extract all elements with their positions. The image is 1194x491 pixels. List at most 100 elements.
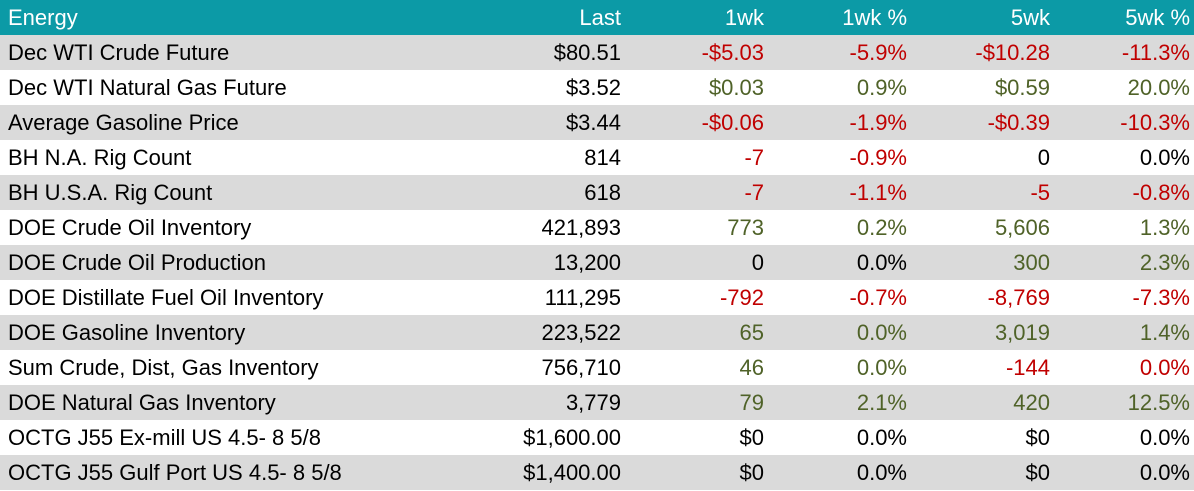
cell-5wk: -$10.28 [975,39,1050,65]
table-row: DOE Natural Gas Inventory 3,779 79 2.1% 420 1… [0,385,1194,420]
table-row: Sum Crude, Dist, Gas Inventory 756,710 46 0… [0,350,1194,385]
cell-last: $1,400.00 [523,459,621,485]
cell-1wk: -$5.03 [701,39,764,65]
cell-5wk: $0 [1025,459,1050,485]
cell-last: $80.51 [553,39,621,65]
cell-5wk-pct: 1.4% [1139,319,1190,345]
table-row: Dec WTI Crude Future $80.51 -$5.03 -5.9% -$1… [0,35,1194,70]
cell-1wk-pct: 0.0% [856,424,907,450]
cell-1wk: $0.03 [708,74,764,100]
cell-1wk-pct: -0.9% [849,144,907,170]
table-row: Average Gasoline Price $3.44 -$0.06 -1.9% -$… [0,105,1194,140]
table-row: DOE Crude Oil Production 13,200 0 0.0% 300 2.… [0,245,1194,280]
cell-1wk: 0 [751,249,764,275]
cell-last: 421,893 [541,214,621,240]
cell-last: 618 [584,179,621,205]
cell-1wk-pct: -1.1% [849,179,907,205]
cell-name: DOE Natural Gas Inventory [8,389,276,415]
cell-name: Dec WTI Crude Future [8,39,230,65]
cell-last: 756,710 [541,354,621,380]
cell-5wk: 5,606 [994,214,1050,240]
cell-5wk-pct: 0.0% [1139,424,1190,450]
header-5wk-pct: 5wk % [1125,4,1190,30]
cell-1wk-pct: -0.7% [849,284,907,310]
cell-1wk-pct: -5.9% [849,39,907,65]
cell-5wk: -$0.39 [987,109,1050,135]
cell-1wk: -7 [744,144,764,170]
table-row: OCTG J55 Ex-mill US 4.5- 8 5/8 $1,600.00 $… [0,420,1194,455]
table-row: BH N.A. Rig Count 814 -7 -0.9% 0 0.0% [0,140,1194,175]
cell-name: Average Gasoline Price [8,109,239,135]
cell-name: BH U.S.A. Rig Count [8,179,213,205]
cell-5wk: $0 [1025,424,1050,450]
cell-5wk-pct: 0.0% [1139,354,1190,380]
cell-1wk-pct: 2.1% [856,389,907,415]
cell-5wk-pct: 0.0% [1139,144,1190,170]
cell-name: DOE Gasoline Inventory [8,319,246,345]
table-row: DOE Gasoline Inventory 223,522 65 0.0% 3,019… [0,315,1194,350]
header-1wk-pct: 1wk % [842,4,907,30]
table-row: Dec WTI Natural Gas Future $3.52 $0.03 0.9%… [0,70,1194,105]
cell-1wk: 79 [739,389,764,415]
cell-1wk: 65 [739,319,764,345]
cell-1wk-pct: 0.0% [856,354,907,380]
cell-name: OCTG J55 Ex-mill US 4.5- 8 5/8 [8,424,321,450]
cell-1wk: $0 [739,459,764,485]
cell-5wk: 0 [1037,144,1050,170]
header-last: Last [579,4,621,30]
cell-5wk: 300 [1013,249,1050,275]
cell-name: OCTG J55 Gulf Port US 4.5- 8 5/8 [8,459,342,485]
table-row: DOE Distillate Fuel Oil Inventory 111,295… [0,280,1194,315]
cell-5wk-pct: 12.5% [1127,389,1190,415]
cell-last: $1,600.00 [523,424,621,450]
cell-1wk: -$0.06 [701,109,764,135]
cell-name: DOE Crude Oil Production [8,249,266,275]
cell-5wk-pct: -11.3% [1121,39,1190,65]
cell-1wk: 773 [727,214,764,240]
cell-5wk-pct: 20.0% [1127,74,1190,100]
cell-name: DOE Distillate Fuel Oil Inventory [8,284,324,310]
header-energy: Energy [8,4,78,30]
table-row: DOE Crude Oil Inventory 421,893 773 0.2% 5,6… [0,210,1194,245]
cell-1wk-pct: 0.0% [856,319,907,345]
cell-name: BH N.A. Rig Count [8,144,192,170]
cell-1wk: -792 [719,284,764,310]
cell-last: $3.44 [565,109,621,135]
cell-1wk: -7 [744,179,764,205]
cell-5wk: -144 [1005,354,1050,380]
cell-5wk-pct: -10.3% [1120,109,1190,135]
cell-last: 223,522 [541,319,621,345]
cell-5wk-pct: 1.3% [1139,214,1190,240]
cell-last: 3,779 [565,389,621,415]
cell-name: Dec WTI Natural Gas Future [8,74,287,100]
cell-5wk: 420 [1013,389,1050,415]
header-5wk: 5wk [1010,4,1050,30]
header-row: Energy Last 1wk 1wk % 5wk 5wk % [0,0,1194,35]
cell-5wk: -8,769 [987,284,1050,310]
cell-5wk-pct: -7.3% [1132,284,1190,310]
cell-1wk-pct: 0.9% [856,74,907,100]
table-row: BH U.S.A. Rig Count 618 -7 -1.1% -5 -0.8% [0,175,1194,210]
cell-5wk-pct: -0.8% [1132,179,1190,205]
cell-1wk-pct: 0.0% [856,459,907,485]
cell-name: Sum Crude, Dist, Gas Inventory [8,354,319,380]
cell-1wk: 46 [739,354,764,380]
cell-1wk-pct: 0.2% [856,214,907,240]
table-header: Energy Last 1wk 1wk % 5wk 5wk % [0,0,1194,35]
cell-5wk: 3,019 [994,319,1050,345]
cell-last: 111,295 [544,284,621,310]
cell-last: 13,200 [553,249,621,275]
cell-last: 814 [584,144,621,170]
cell-1wk-pct: -1.9% [849,109,907,135]
cell-name: DOE Crude Oil Inventory [8,214,252,240]
cell-5wk-pct: 2.3% [1139,249,1190,275]
cell-5wk: $0.59 [994,74,1050,100]
cell-5wk-pct: 0.0% [1139,459,1190,485]
cell-1wk: $0 [739,424,764,450]
cell-last: $3.52 [565,74,621,100]
cell-5wk: -5 [1030,179,1050,205]
header-1wk: 1wk [724,4,764,30]
cell-1wk-pct: 0.0% [856,249,907,275]
table-row: OCTG J55 Gulf Port US 4.5- 8 5/8 $1,400.0… [0,455,1194,490]
